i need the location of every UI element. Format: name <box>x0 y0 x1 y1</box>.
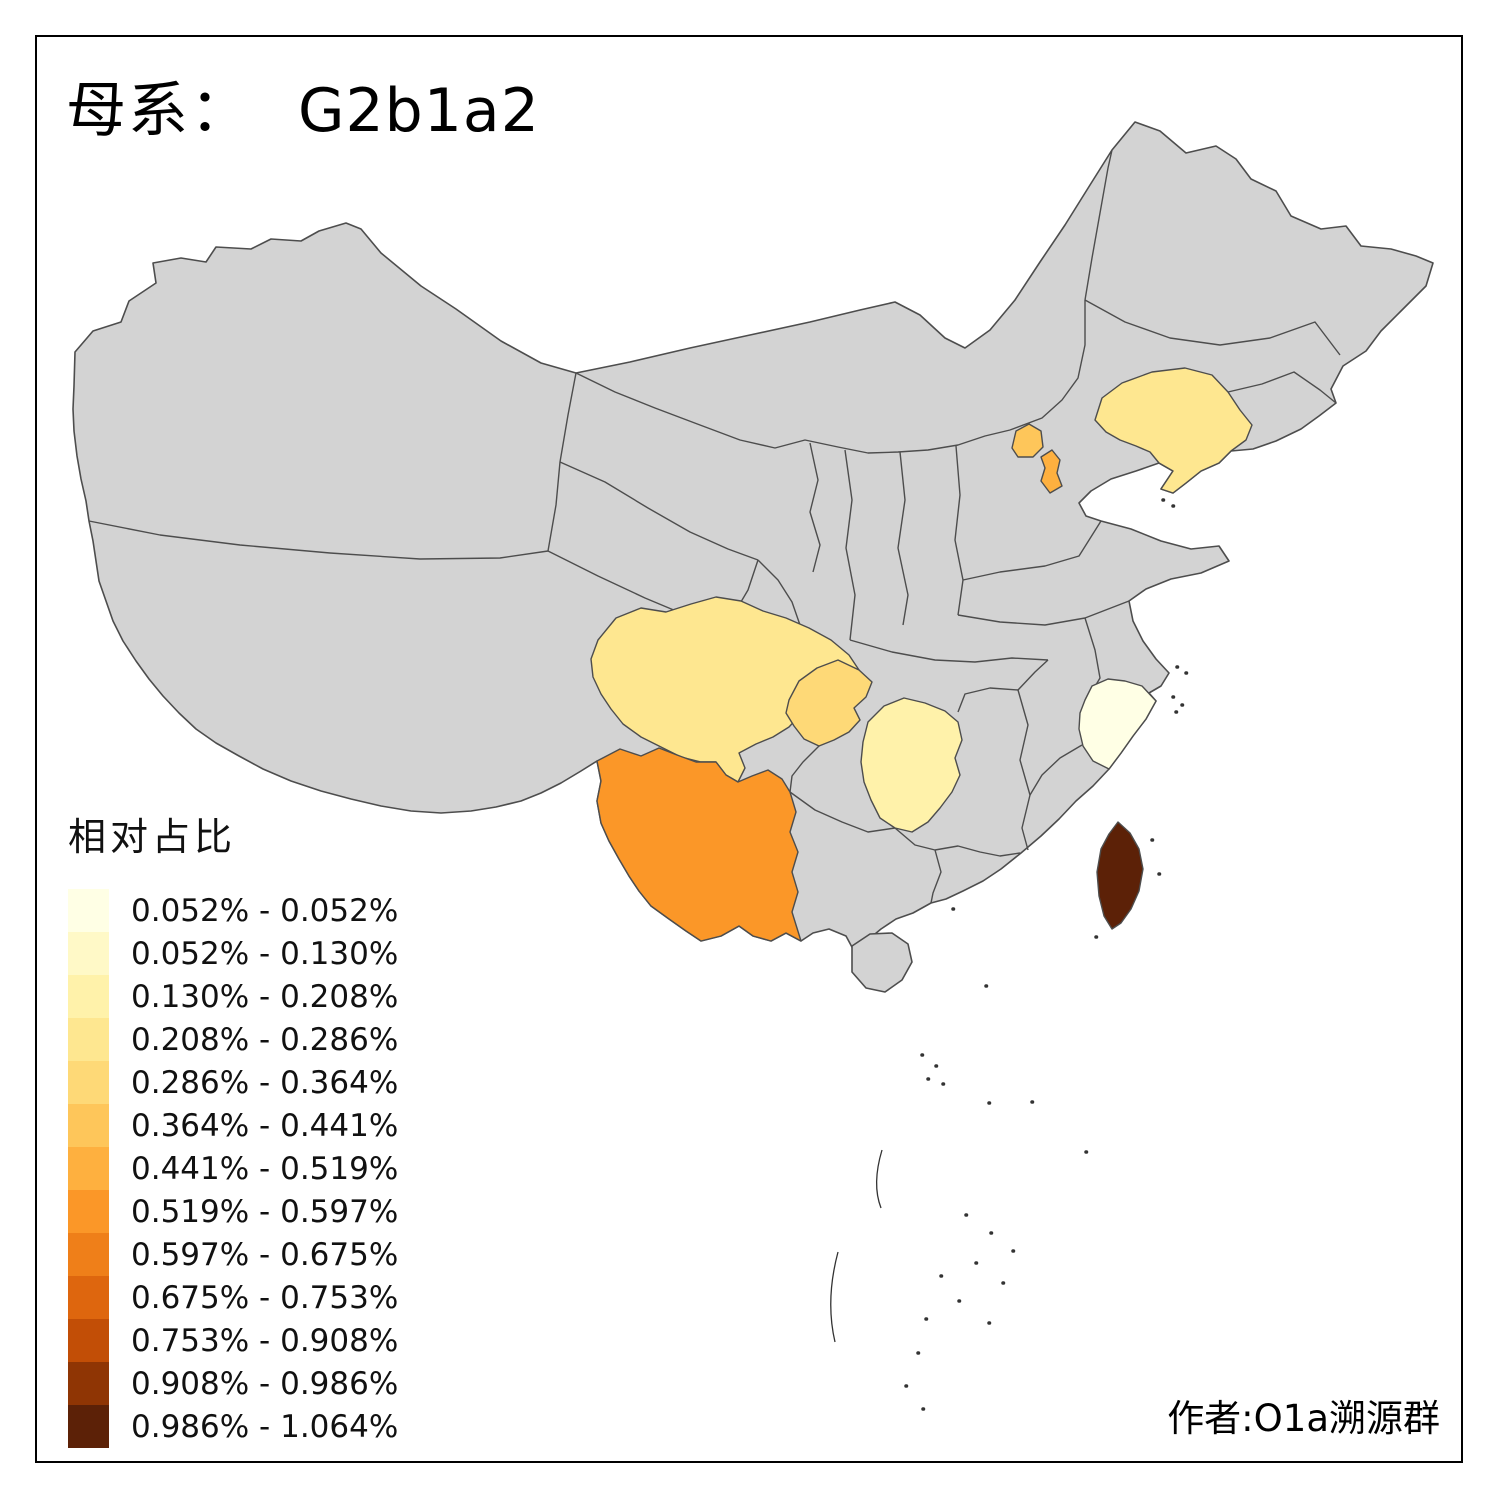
legend-range-label: 0.052% - 0.052% <box>131 892 399 929</box>
border-gansu-shaanxi <box>757 559 801 626</box>
page-title: 母系： G2b1a2 <box>66 62 540 149</box>
province-borders <box>88 149 1341 904</box>
border-jilin-east <box>1227 371 1337 404</box>
islets <box>830 498 1189 1411</box>
province-yunnan <box>596 747 802 942</box>
legend-swatch <box>68 1104 109 1147</box>
legend-swatch <box>68 932 109 975</box>
border-shaanxi-shanxi <box>844 449 856 641</box>
border-shanxi-hebei <box>897 451 909 626</box>
border-heilongjiang-jilin <box>1084 299 1341 356</box>
border-gansu-qinghai <box>559 461 759 561</box>
border-xinjiang-south <box>88 520 549 560</box>
legend-entry: 0.441% - 0.519% <box>68 1147 398 1190</box>
legend-range-label: 0.519% - 0.597% <box>131 1193 399 1230</box>
legend-entry: 0.130% - 0.208% <box>68 975 398 1018</box>
title-haplogroup: G2b1a2 <box>298 76 540 146</box>
legend-swatch <box>68 1018 109 1061</box>
author-credit: 作者:O1a溯源群 <box>1167 1397 1440 1440</box>
legend-swatch <box>68 975 109 1018</box>
province-hunan <box>860 697 963 833</box>
legend: 相对占比 0.052% - 0.052% 0.052% - 0.130% 0.130… <box>68 806 398 1448</box>
hainan-island <box>851 932 913 993</box>
title-prefix: 母系： <box>66 76 252 146</box>
border-nanling <box>894 827 1021 857</box>
legend-swatch <box>68 1233 109 1276</box>
legend-swatch <box>68 1276 109 1319</box>
legend-range-label: 0.208% - 0.286% <box>131 1021 399 1058</box>
legend-range-label: 0.908% - 0.986% <box>131 1365 399 1402</box>
legend-entry: 0.364% - 0.441% <box>68 1104 398 1147</box>
legend-entry: 0.208% - 0.286% <box>68 1018 398 1061</box>
border-ningxia <box>809 442 821 573</box>
legend-range-label: 0.364% - 0.441% <box>131 1107 399 1144</box>
province-beijing <box>1011 423 1044 458</box>
legend-range-label: 0.130% - 0.208% <box>131 978 399 1015</box>
legend-range-label: 0.986% - 1.064% <box>131 1408 399 1445</box>
legend-swatch <box>68 1319 109 1362</box>
legend-swatch <box>68 1362 109 1405</box>
province-taiwan <box>1096 821 1144 930</box>
legend-swatch <box>68 1190 109 1233</box>
highlighted-provinces <box>590 367 1253 942</box>
legend-entry: 0.675% - 0.753% <box>68 1276 398 1319</box>
border-jiangxi-fujian <box>1017 689 1031 851</box>
legend-entry: 0.597% - 0.675% <box>68 1233 398 1276</box>
border-guangxi-guangdong <box>930 849 942 904</box>
border-henan-hubei <box>849 639 1049 663</box>
border-guizhou-guangxi <box>789 791 896 833</box>
province-liaoning <box>1094 367 1253 494</box>
islet-arc-southwest <box>830 1251 839 1343</box>
province-tianjin <box>1040 449 1063 494</box>
legend-entry: 0.908% - 0.986% <box>68 1362 398 1405</box>
border-khingan <box>1084 149 1113 301</box>
border-henan-shandong <box>957 600 1130 626</box>
border-fujian-zhejiang <box>1029 744 1083 796</box>
islet-arc-west <box>875 1149 883 1209</box>
legend-entry: 0.519% - 0.597% <box>68 1190 398 1233</box>
legend-range-label: 0.597% - 0.675% <box>131 1236 399 1273</box>
legend-entry: 0.052% - 0.052% <box>68 889 398 932</box>
legend-swatch <box>68 889 109 932</box>
border-inner-mongolia-east <box>1009 300 1086 431</box>
legend-entries: 0.052% - 0.052% 0.052% - 0.130% 0.130% - 0… <box>68 889 398 1448</box>
legend-entry: 0.286% - 0.364% <box>68 1061 398 1104</box>
province-sichuan <box>590 596 860 783</box>
province-chongqing <box>785 659 873 747</box>
legend-range-label: 0.675% - 0.753% <box>131 1279 399 1316</box>
province-zhejiang <box>1078 678 1157 770</box>
legend-swatch <box>68 1061 109 1104</box>
border-jiangxi-north <box>957 659 1049 713</box>
legend-range-label: 0.441% - 0.519% <box>131 1150 399 1187</box>
border-inner-mongolia-south <box>575 372 1011 454</box>
legend-swatch <box>68 1147 109 1190</box>
legend-title: 相对占比 <box>68 815 237 859</box>
border-hebei-shandong <box>962 520 1102 581</box>
legend-entry: 0.986% - 1.064% <box>68 1405 398 1448</box>
legend-entry: 0.753% - 0.908% <box>68 1319 398 1362</box>
legend-entry: 0.052% - 0.130% <box>68 932 398 975</box>
islet-dots <box>904 498 1189 1411</box>
border-chongqing-guizhou <box>789 744 821 793</box>
legend-swatch <box>68 1405 109 1448</box>
legend-range-label: 0.753% - 0.908% <box>131 1322 399 1359</box>
legend-range-label: 0.052% - 0.130% <box>131 935 399 972</box>
legend-range-label: 0.286% - 0.364% <box>131 1064 399 1101</box>
border-hebei-west <box>954 445 964 616</box>
